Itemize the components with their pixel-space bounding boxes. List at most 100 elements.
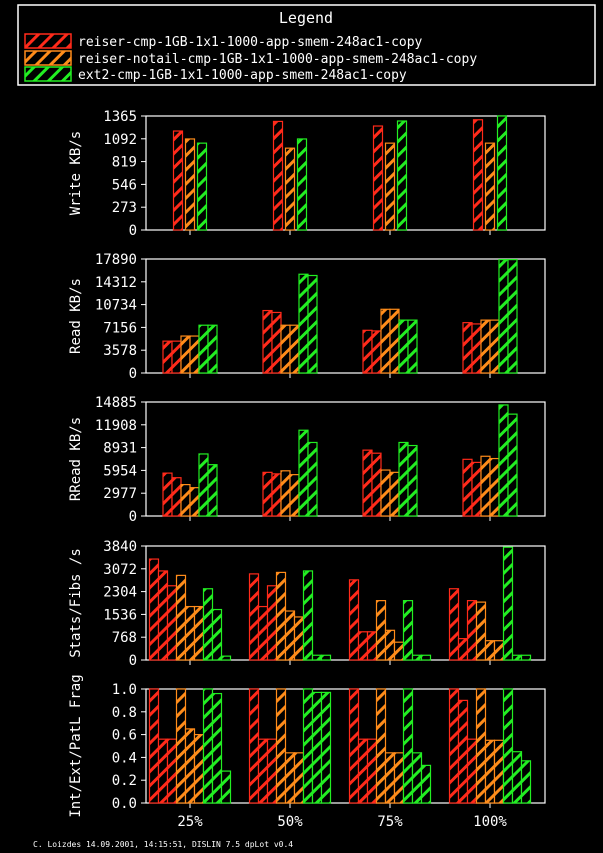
bar-s0-c3-b1: [457, 699, 469, 804]
bar-s0-c2-b0: [362, 329, 373, 374]
bar-s2-c3-b2: [520, 760, 532, 804]
y-axis-label: RRead KB/s: [68, 417, 84, 501]
bar-s1-c3-b0: [475, 601, 487, 661]
bar-s0-c3-b0: [462, 322, 473, 374]
bar-s2-c2-b0: [402, 600, 414, 661]
bar-s2-c2-b2: [420, 654, 432, 661]
bar-s0-c3-b1: [457, 638, 469, 661]
bar-s0-c3-b0: [472, 119, 484, 231]
y-tick-label: 0.8: [112, 705, 137, 721]
plot-frame: [145, 545, 546, 661]
x-tick-label: 25%: [177, 814, 203, 830]
bar-s1-c3-b0: [480, 455, 491, 517]
bar-s1-c2-b2: [393, 641, 405, 661]
y-tick-label: 1536: [103, 607, 137, 623]
bar-s1-c1-b1: [289, 474, 300, 517]
bar-s1-c2-b0: [384, 142, 396, 231]
bar-s0-c3-b1: [471, 323, 482, 374]
bar-s1-c2-b2: [393, 752, 405, 804]
y-tick-label: 17890: [95, 252, 137, 268]
bar-s1-c0-b0: [175, 688, 187, 804]
bar-s0-c0-b1: [157, 738, 169, 804]
bar-s1-c0-b0: [175, 574, 187, 661]
plot-frame: [145, 401, 546, 517]
legend-item-1: reiser-notail-cmp-1GB-1x1-1000-app-smem-…: [24, 50, 477, 67]
bar-s1-c1-b0: [280, 470, 291, 517]
bar-s0-c1-b2: [266, 738, 278, 804]
bar-s1-c0-b1: [189, 335, 200, 374]
y-tick-label: 768: [112, 630, 137, 646]
bar-s0-c3-b1: [471, 461, 482, 517]
y-tick-label: 0: [129, 223, 137, 239]
bar-s2-c3-b0: [502, 546, 514, 661]
y-tick-label: 5954: [103, 463, 137, 479]
bar-s1-c3-b0: [484, 142, 496, 231]
y-tick-label: 7156: [103, 320, 137, 336]
bar-s2-c0-b0: [202, 588, 214, 661]
bar-s2-c3-b0: [502, 688, 514, 804]
y-tick-label: 1092: [103, 132, 137, 148]
y-axis-label: Write KB/s: [68, 131, 84, 215]
y-tick-label: 3072: [103, 562, 137, 578]
bar-s0-c1-b0: [262, 471, 273, 517]
bar-s2-c3-b1: [507, 413, 518, 517]
bar-s1-c2-b0: [375, 600, 387, 661]
bar-s2-c0-b2: [220, 655, 232, 661]
bar-s1-c3-b1: [489, 319, 500, 374]
footer-credit: C. Loizdes 14.09.2001, 14:15:51, DISLIN …: [33, 840, 293, 849]
legend-swatch-2: [24, 66, 72, 82]
bar-s1-c0-b2: [193, 733, 205, 804]
legend-swatch-0: [24, 33, 72, 49]
bar-s1-c2-b1: [384, 629, 396, 661]
bar-s1-c2-b0: [375, 688, 387, 804]
y-tick-label: 3840: [103, 539, 137, 555]
bar-s2-c1-b1: [311, 691, 323, 804]
y-tick-label: 0.4: [112, 750, 137, 766]
bar-s0-c2-b0: [372, 125, 384, 231]
legend-item-2: ext2-cmp-1GB-1x1-1000-app-smem-248ac1-co…: [24, 66, 407, 83]
bar-s0-c1-b0: [262, 309, 273, 374]
bar-s2-c2-b1: [411, 654, 423, 661]
bar-s2-c3-b1: [511, 654, 523, 661]
bar-s0-c1-b2: [266, 585, 278, 661]
bar-s1-c0-b0: [180, 483, 191, 517]
legend-box: [17, 4, 596, 86]
bar-s1-c0-b0: [180, 335, 191, 374]
y-tick-label: 0: [129, 366, 137, 382]
bar-s1-c1-b1: [289, 324, 300, 374]
x-tick-label: 75%: [377, 814, 403, 830]
y-tick-label: 2977: [103, 486, 137, 502]
y-tick-label: 2304: [103, 585, 137, 601]
bar-s0-c3-b2: [466, 738, 478, 804]
bar-s2-c1-b1: [307, 441, 318, 517]
bar-s1-c2-b0: [380, 469, 391, 517]
chart-panel-0: 0 273 546 819 1092 1365 Write KB/s: [68, 109, 546, 239]
plot-frame: [145, 688, 546, 804]
plot-frame: [145, 115, 546, 231]
bar-s1-c3-b1: [484, 739, 496, 804]
chart-panel-4: 0.0 0.2 0.4 0.6 0.8 1.0 Int/Ext/PatL Frag 25% 50…: [68, 674, 546, 830]
legend-label-2: ext2-cmp-1GB-1x1-1000-app-smem-248ac1-co…: [78, 68, 407, 83]
bar-s1-c3-b0: [475, 688, 487, 804]
bar-s2-c2-b0: [398, 441, 409, 517]
legend-label-1: reiser-notail-cmp-1GB-1x1-1000-app-smem-…: [78, 52, 477, 67]
bar-s1-c3-b2: [493, 739, 505, 804]
legend-title: Legend: [279, 9, 333, 27]
y-tick-label: 0.6: [112, 728, 137, 744]
bar-s1-c2-b0: [380, 308, 391, 374]
y-tick-label: 0.2: [112, 773, 137, 789]
bar-s2-c2-b0: [396, 120, 408, 231]
bar-s0-c0-b0: [162, 340, 173, 374]
bar-s0-c1-b0: [248, 573, 260, 661]
y-axis-label: Int/Ext/PatL Frag: [68, 674, 84, 817]
y-tick-label: 14312: [95, 275, 137, 291]
x-tick-label: 100%: [473, 814, 507, 830]
plot-frame: [145, 258, 546, 374]
bar-s0-c2-b2: [366, 738, 378, 804]
bar-s1-c0-b0: [184, 138, 196, 231]
bar-s2-c1-b0: [296, 138, 308, 231]
bar-s2-c1-b2: [320, 654, 332, 661]
bar-s0-c3-b2: [466, 600, 478, 661]
bar-s0-c0-b0: [172, 130, 184, 231]
